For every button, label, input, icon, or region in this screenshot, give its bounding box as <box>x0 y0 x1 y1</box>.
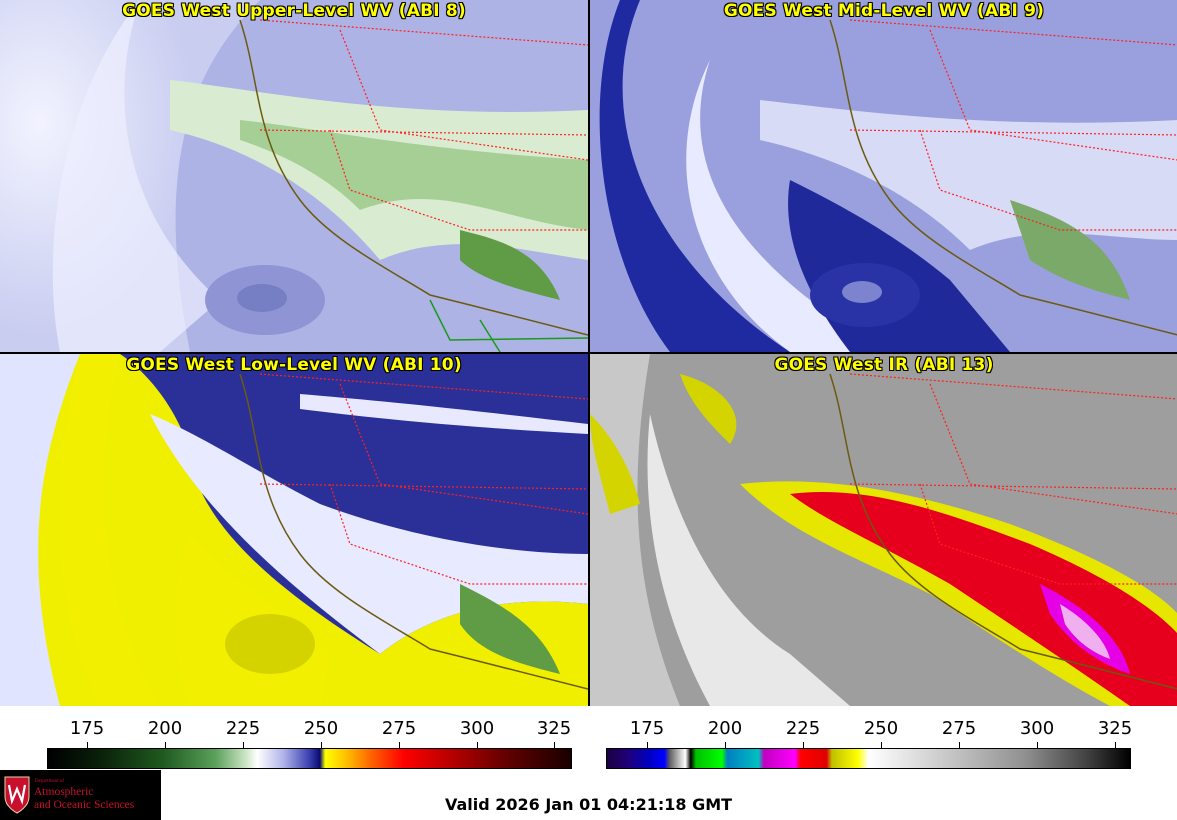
mid-level-wv-image <box>590 0 1177 352</box>
ir-tick-200: 200 <box>707 718 743 739</box>
ir-tickmark <box>803 742 804 750</box>
ir-tickmark <box>725 742 726 750</box>
panel-divider-horizontal <box>0 352 1177 354</box>
wv-colorbar-legend: 175 200 225 250 275 300 325 <box>47 706 572 769</box>
wv-tick-275: 275 <box>381 718 417 739</box>
wv-tickmark <box>554 742 555 750</box>
wv-tick-225: 225 <box>225 718 261 739</box>
ir-tick-250: 250 <box>863 718 899 739</box>
ir-colorbar-legend: 175 200 225 250 275 300 325 <box>606 706 1132 769</box>
wv-tick-labels: 175 200 225 250 275 300 325 <box>47 718 572 740</box>
ir-tickmark <box>647 742 648 750</box>
wv-tickmark <box>399 742 400 750</box>
ir-tick-labels: 175 200 225 250 275 300 325 <box>606 718 1132 740</box>
upper-level-wv-panel: GOES West Upper-Level WV (ABI 8) <box>0 0 588 352</box>
ir-tick-275: 275 <box>941 718 977 739</box>
low-level-wv-image <box>0 354 588 706</box>
wv-tick-200: 200 <box>147 718 183 739</box>
wv-tickmark <box>243 742 244 750</box>
logo-name-line1: Atmospheric <box>34 786 94 798</box>
ir-tickmark <box>881 742 882 750</box>
wv-tick-300: 300 <box>459 718 495 739</box>
wv-tickmark <box>165 742 166 750</box>
ir-tickmark <box>959 742 960 750</box>
ir-tick-175: 175 <box>629 718 665 739</box>
wv-tick-250: 250 <box>303 718 339 739</box>
uw-crest-icon <box>4 776 30 814</box>
panel-title: GOES West Low-Level WV (ABI 10) <box>126 355 462 375</box>
panel-title: GOES West Mid-Level WV (ABI 9) <box>723 1 1045 21</box>
ir-tickmark <box>1037 742 1038 750</box>
wv-tickmark <box>87 742 88 750</box>
wv-tick-325: 325 <box>536 718 572 739</box>
low-level-wv-panel: GOES West Low-Level WV (ABI 10) <box>0 354 588 706</box>
valid-time-label: Valid 2026 Jan 01 04:21:18 GMT <box>444 795 733 814</box>
ir-panel: GOES West IR (ABI 13) <box>590 354 1177 706</box>
mid-level-wv-panel: GOES West Mid-Level WV (ABI 9) <box>590 0 1177 352</box>
wv-colorbar <box>47 748 572 769</box>
ir-tick-225: 225 <box>785 718 821 739</box>
ir-colorbar <box>606 748 1131 769</box>
wv-tickmark <box>477 742 478 750</box>
wv-tick-175: 175 <box>69 718 105 739</box>
logo-dept-line: Department of <box>35 779 65 784</box>
ir-tick-300: 300 <box>1019 718 1055 739</box>
wv-tickmark <box>321 742 322 750</box>
logo-name: Atmospheric and Oceanic Sciences <box>34 786 134 812</box>
panel-title: GOES West IR (ABI 13) <box>774 355 994 375</box>
upper-level-wv-image <box>0 0 588 352</box>
ir-image <box>590 354 1177 706</box>
ir-tick-325: 325 <box>1097 718 1133 739</box>
ir-tickmark <box>1115 742 1116 750</box>
aos-logo: Department of Atmospheric and Oceanic Sc… <box>0 770 161 820</box>
logo-name-line2: and Oceanic Sciences <box>34 799 135 811</box>
panel-title: GOES West Upper-Level WV (ABI 8) <box>122 1 466 21</box>
